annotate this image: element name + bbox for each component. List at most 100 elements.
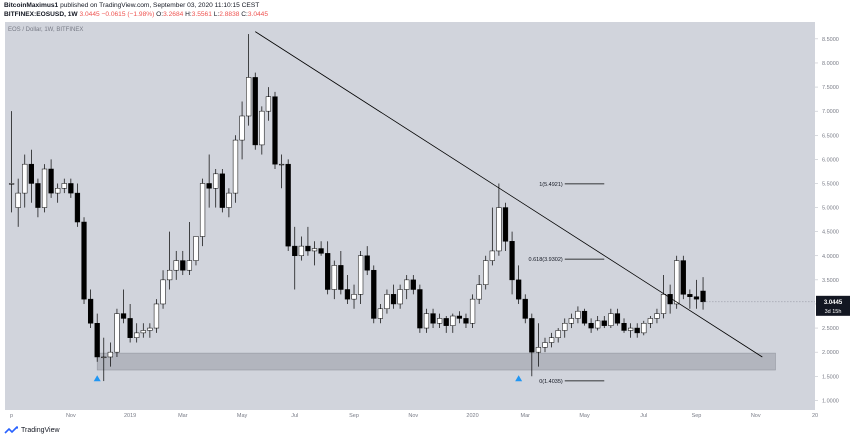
- candle-body: [140, 330, 146, 334]
- last-price-tag: [816, 295, 850, 316]
- candle-body: [252, 77, 258, 146]
- candle-body: [548, 337, 555, 343]
- y-tick-label: 5.5000: [822, 181, 839, 187]
- candle-body: [687, 294, 693, 297]
- candle-body: [338, 265, 344, 290]
- support-zone: [96, 352, 776, 371]
- candle-body: [8, 183, 15, 185]
- candle-body: [483, 260, 489, 285]
- publish-info: BitcoinMaximus1 published on TradingView…: [4, 2, 259, 9]
- y-tick-label: 5.0000: [822, 206, 839, 212]
- candle-body: [153, 303, 160, 329]
- ohlc-open-value: 3.2684: [163, 11, 184, 18]
- candle-body: [351, 294, 357, 300]
- price-chart[interactable]: EOS / Dollar, 1W, BITFINEX 1.0000 1.5000 2.…: [0, 0, 850, 424]
- y-tick-label: 6.5000: [822, 133, 839, 139]
- candle-body: [331, 265, 337, 290]
- candle-body: [588, 322, 594, 329]
- y-tick-label: 8.0000: [822, 61, 839, 67]
- candle-body: [581, 310, 588, 324]
- candle-body: [390, 294, 397, 305]
- candle-body: [41, 168, 48, 208]
- candle-body: [700, 290, 706, 303]
- x-tick-label: Jul: [291, 413, 298, 419]
- candle-body: [410, 279, 416, 290]
- candle-body: [239, 115, 245, 141]
- candle-body: [443, 318, 449, 326]
- candle-body: [456, 315, 463, 319]
- ohlc-close-value: 3.0445: [247, 11, 269, 18]
- x-tick-label: Jul: [640, 413, 647, 419]
- candle-body: [344, 289, 351, 300]
- candle-body: [654, 313, 660, 319]
- candle-body: [28, 163, 34, 184]
- last-price-label: 3.0445: [824, 300, 843, 306]
- candle-body: [15, 192, 21, 208]
- candle-body: [509, 241, 515, 281]
- x-tick-label: May: [237, 413, 248, 419]
- up-arrow-marker-icon: [515, 375, 523, 382]
- x-tick-label: 20: [812, 413, 818, 419]
- descending-trendline: [255, 31, 763, 358]
- candle-body: [680, 260, 686, 295]
- candle-body: [614, 313, 621, 324]
- candle-body: [265, 96, 272, 112]
- author-name: BitcoinMaximus1: [4, 2, 59, 9]
- candle-body: [423, 313, 430, 329]
- candle-body: [186, 260, 193, 271]
- candle-body: [417, 289, 423, 329]
- candle-body: [535, 347, 542, 353]
- tradingview-logo-icon: [4, 426, 18, 434]
- y-tick-label: 7.0000: [822, 109, 839, 115]
- candle-body: [107, 351, 113, 358]
- fib-level-label: 0.618(3.9302): [529, 257, 563, 263]
- ohlc-low-label: L:: [213, 11, 220, 18]
- candle-body: [562, 322, 568, 331]
- ohlc-open-label: O:: [156, 11, 164, 18]
- candle-body: [232, 139, 239, 194]
- candle-body: [575, 310, 581, 319]
- candle-body: [292, 245, 298, 257]
- y-tick-label: 1.0000: [822, 398, 839, 404]
- candle-body: [199, 183, 206, 237]
- candle-body: [522, 298, 528, 319]
- candle-body: [693, 296, 700, 300]
- candle-body: [647, 318, 653, 324]
- chart-title: EOS / Dollar, 1W, BITFINEX: [8, 27, 83, 33]
- candle-body: [55, 188, 61, 194]
- x-tick-label: p: [10, 413, 13, 419]
- candle-body: [469, 298, 476, 324]
- symbol-label: BITFINEX:EOSUSD, 1W: [4, 11, 78, 18]
- candle-body: [35, 183, 41, 208]
- candle-body: [311, 248, 318, 252]
- candle-body: [601, 320, 607, 326]
- change-text: −0.0615 (−1.98%): [101, 11, 155, 18]
- candle-body: [463, 318, 469, 324]
- candle-body: [384, 294, 390, 310]
- candle-body: [213, 173, 219, 189]
- candle-body: [595, 320, 601, 329]
- x-tick-label: Sep: [349, 413, 359, 419]
- candle-body: [246, 77, 252, 117]
- candle-body: [134, 332, 140, 338]
- x-tick-label: May: [579, 413, 590, 419]
- candle-body: [193, 236, 199, 261]
- x-tick-label: Nov: [408, 413, 418, 419]
- candle-body: [298, 245, 304, 257]
- candle-body: [325, 253, 331, 290]
- x-tick-label: Sep: [692, 413, 702, 419]
- published-text: published on TradingView.com, September …: [60, 2, 260, 9]
- up-arrow-marker-icon: [93, 375, 101, 382]
- candle-body: [437, 318, 443, 324]
- fib-level-label: 0(1.4035): [539, 379, 563, 385]
- candle-body: [147, 327, 153, 331]
- candle-body: [305, 245, 311, 252]
- candle-body: [660, 294, 667, 314]
- candle-body: [318, 248, 324, 254]
- candle-body: [489, 250, 495, 261]
- candle-body: [120, 313, 127, 319]
- plot-background: [5, 22, 815, 410]
- price-value: 3.0445: [79, 11, 100, 18]
- candle-body: [114, 313, 120, 353]
- y-tick-label: 3.5000: [822, 278, 839, 284]
